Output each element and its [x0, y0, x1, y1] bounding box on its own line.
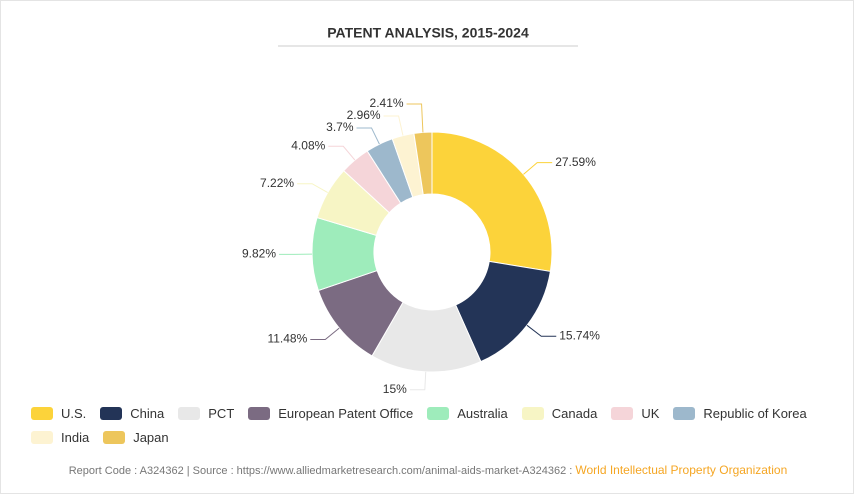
data-label: 27.59%: [555, 155, 596, 169]
legend-item[interactable]: U.S.: [31, 404, 86, 422]
data-label: 3.7%: [326, 120, 354, 134]
legend-label: Japan: [133, 429, 169, 445]
data-label: 7.22%: [260, 176, 294, 190]
leader-line: [297, 183, 328, 194]
legend-label: PCT: [208, 405, 235, 421]
legend-item[interactable]: PCT: [178, 404, 234, 422]
leader-line: [409, 371, 427, 391]
legend-label: China: [130, 405, 165, 421]
legend: U.S. China PCT European Patent Office Austra…: [31, 404, 841, 446]
data-label: 2.96%: [347, 108, 381, 122]
legend-item[interactable]: Republic of Korea: [673, 404, 807, 422]
legend-swatch: [427, 406, 450, 420]
slice: [431, 131, 553, 273]
legend-item[interactable]: Australia: [427, 404, 508, 422]
legend-label: European Patent Office: [278, 405, 414, 421]
legend-label: Canada: [551, 405, 598, 421]
data-label: 9.82%: [242, 247, 276, 261]
legend-swatch: [100, 406, 123, 420]
source: Report Code : A324362 | Source : https:/…: [68, 465, 573, 477]
legend-swatch: [178, 406, 201, 420]
legend-swatch: [31, 430, 53, 444]
legend-swatch: [521, 406, 544, 420]
legend-item[interactable]: European Patent Office: [248, 404, 413, 422]
data-label: 15%: [383, 382, 407, 396]
leader-line: [383, 115, 404, 136]
leader-line: [523, 162, 553, 175]
credit: World Intellectual Property Organization: [575, 463, 788, 477]
legend-swatch: [31, 406, 53, 420]
legend-swatch: [673, 406, 696, 420]
legend-swatch: [611, 406, 634, 420]
leader-line: [526, 324, 557, 337]
data-label: 15.74%: [559, 328, 600, 342]
legend-swatch: [248, 406, 271, 420]
legend-item[interactable]: Japan: [103, 428, 169, 446]
leader-line: [356, 127, 380, 145]
leader-line: [328, 145, 356, 161]
chart: PATENT ANALYSIS, 2015-2024 27.59% 15.74% 1…: [242, 25, 600, 396]
legend-item[interactable]: India: [31, 428, 89, 446]
legend-label: U.S.: [61, 405, 87, 421]
leader-line: [406, 103, 424, 133]
data-label: 4.08%: [291, 138, 325, 152]
legend-item[interactable]: China: [100, 404, 164, 422]
legend-item[interactable]: UK: [611, 404, 659, 422]
legend-label: Republic of Korea: [703, 405, 807, 421]
leader-line: [310, 327, 340, 340]
legend-swatch: [103, 430, 126, 444]
legend-label: Australia: [457, 405, 508, 421]
legend-item[interactable]: Canada: [521, 404, 598, 422]
slice: [413, 131, 433, 196]
legend-label: UK: [641, 405, 660, 421]
data-label: 11.48%: [267, 332, 307, 346]
footer: Report Code : A324362 | Source : https:/…: [1, 463, 853, 477]
data-label: 2.41%: [370, 96, 404, 110]
legend-label: India: [61, 429, 90, 445]
chart-title: PATENT ANALYSIS, 2015-2024: [327, 25, 529, 41]
